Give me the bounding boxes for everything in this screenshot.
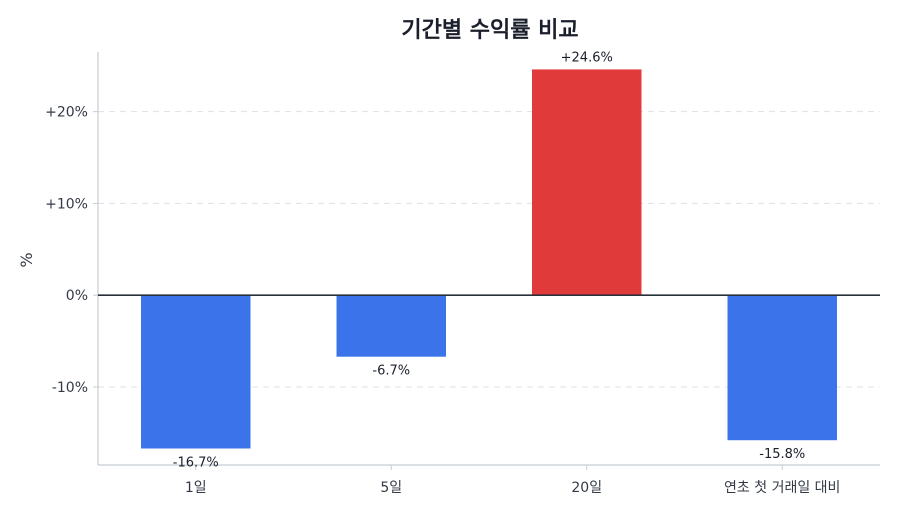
y-tick-label: +10%: [45, 196, 88, 212]
data-label: -6.7%: [372, 364, 410, 379]
data-label: -15.8%: [759, 447, 805, 462]
x-tick-label: 20일: [571, 480, 602, 496]
data-label: -16.7%: [173, 455, 219, 470]
bars: [141, 69, 837, 449]
axes: -10% 0% +10% +20% 1일 5일 20일 연초 첫 거래일 대비: [45, 52, 880, 496]
y-tick-label: -10%: [52, 380, 88, 396]
y-tick-label: +20%: [45, 105, 88, 121]
bar: [727, 295, 837, 441]
x-tick-label: 5일: [380, 480, 402, 496]
bar: [532, 69, 642, 296]
data-label: +24.6%: [561, 50, 613, 65]
y-tick-label: 0%: [66, 288, 88, 304]
y-axis-label: %: [17, 252, 36, 267]
chart-title: 기간별 수익률 비교: [401, 18, 578, 43]
bar: [336, 295, 446, 357]
x-tick-label: 1일: [185, 480, 207, 496]
x-tick-label: 연초 첫 거래일 대비: [724, 480, 840, 496]
bar: [141, 295, 251, 449]
data-labels: -16.7% -6.7% +24.6% -15.8%: [173, 50, 806, 470]
